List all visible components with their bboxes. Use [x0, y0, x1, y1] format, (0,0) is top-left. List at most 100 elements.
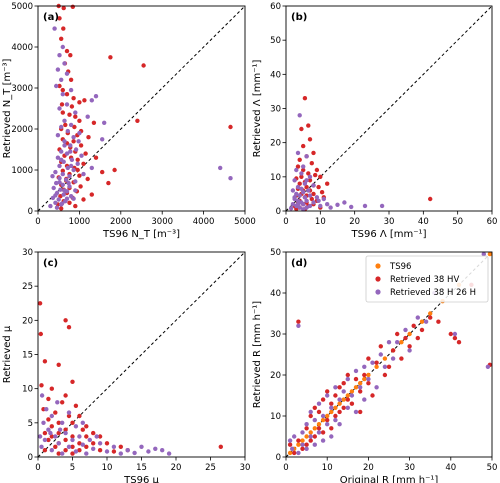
data-point	[84, 451, 89, 456]
data-point	[320, 413, 326, 419]
data-point	[63, 393, 68, 398]
data-point	[306, 171, 311, 176]
data-point	[341, 389, 346, 394]
data-point	[56, 420, 61, 425]
data-point	[325, 413, 330, 419]
data-point	[329, 401, 334, 406]
data-point	[59, 102, 65, 107]
data-point	[335, 202, 340, 207]
x-tick-label: 40	[445, 463, 456, 473]
data-point	[68, 53, 73, 58]
data-point	[42, 359, 48, 364]
data-point	[337, 401, 342, 406]
legend: TS96 Retrieved 38 HV Retrieved 38 H 26 H	[365, 255, 489, 303]
data-point	[67, 174, 72, 179]
data-point	[72, 124, 77, 130]
data-point	[370, 360, 375, 365]
data-point	[61, 26, 66, 31]
data-point	[300, 438, 305, 443]
data-point	[100, 137, 105, 142]
data-point	[395, 340, 400, 345]
data-point	[304, 434, 309, 439]
x-tick-label: 40	[418, 217, 429, 227]
data-point	[68, 122, 74, 128]
data-point	[301, 164, 306, 169]
data-point	[75, 167, 80, 173]
data-point	[318, 174, 323, 179]
y-tick-label: 40	[270, 70, 281, 80]
y-tick-label: 10	[270, 173, 281, 183]
data-point	[349, 389, 355, 394]
data-point	[307, 178, 313, 183]
data-point	[318, 203, 323, 209]
data-point	[91, 441, 96, 446]
data-point	[56, 362, 61, 367]
data-point	[436, 319, 441, 324]
data-point	[314, 195, 320, 200]
legend-marker	[375, 289, 381, 295]
data-point	[308, 413, 313, 419]
series-group	[48, 3, 233, 211]
data-point	[312, 405, 317, 410]
data-point	[301, 202, 306, 207]
data-point	[70, 444, 75, 449]
data-point	[325, 389, 330, 394]
data-point	[57, 106, 62, 111]
data-point	[297, 113, 302, 118]
x-axis-label: Original R [mm h⁻¹]	[340, 475, 439, 483]
panel-d: 0 10 20 30 40 50 0 10 20 30 40 50 Original R [mm h⁻¹…	[252, 248, 497, 483]
x-tick-label: 0	[283, 217, 288, 227]
x-tick-label: 15	[136, 463, 147, 473]
data-point	[65, 128, 71, 134]
data-point	[49, 413, 54, 419]
series-group	[37, 301, 223, 456]
data-point	[51, 185, 56, 191]
data-point	[70, 434, 75, 439]
data-point	[304, 178, 309, 183]
data-point	[295, 164, 301, 169]
data-point	[62, 139, 67, 144]
data-point	[304, 422, 309, 427]
data-point	[70, 379, 75, 384]
data-point	[37, 434, 43, 439]
data-point	[70, 4, 76, 9]
data-point	[166, 451, 172, 456]
data-point	[358, 381, 363, 386]
data-point	[301, 143, 306, 149]
data-point	[58, 187, 63, 192]
data-point	[299, 174, 304, 179]
data-point	[287, 450, 293, 456]
data-point	[81, 171, 86, 177]
data-point	[297, 157, 302, 162]
data-point	[295, 184, 301, 190]
data-point	[307, 203, 313, 209]
data-point	[46, 396, 51, 402]
data-point	[316, 430, 322, 435]
data-point	[304, 426, 309, 431]
data-point	[316, 422, 322, 427]
data-point	[65, 165, 71, 171]
y-tick-label: 4000	[11, 43, 33, 53]
data-point	[320, 430, 326, 435]
data-point	[97, 434, 103, 439]
data-point	[46, 437, 51, 443]
data-point	[71, 196, 76, 201]
data-point	[48, 203, 53, 209]
data-point	[301, 207, 306, 212]
data-point	[362, 372, 367, 378]
data-point	[77, 173, 82, 178]
x-tick-label: 20	[171, 463, 182, 473]
data-point	[287, 438, 293, 443]
data-point	[57, 163, 62, 169]
data-point	[302, 195, 308, 200]
data-point	[56, 197, 61, 202]
data-point	[58, 194, 63, 199]
data-point	[68, 77, 74, 83]
x-tick-label: 5	[70, 463, 75, 473]
data-point	[132, 450, 137, 456]
data-point	[485, 364, 491, 369]
x-tick-label: 5000	[234, 217, 256, 227]
data-point	[333, 405, 338, 410]
data-point	[358, 385, 363, 390]
data-point	[66, 180, 71, 186]
